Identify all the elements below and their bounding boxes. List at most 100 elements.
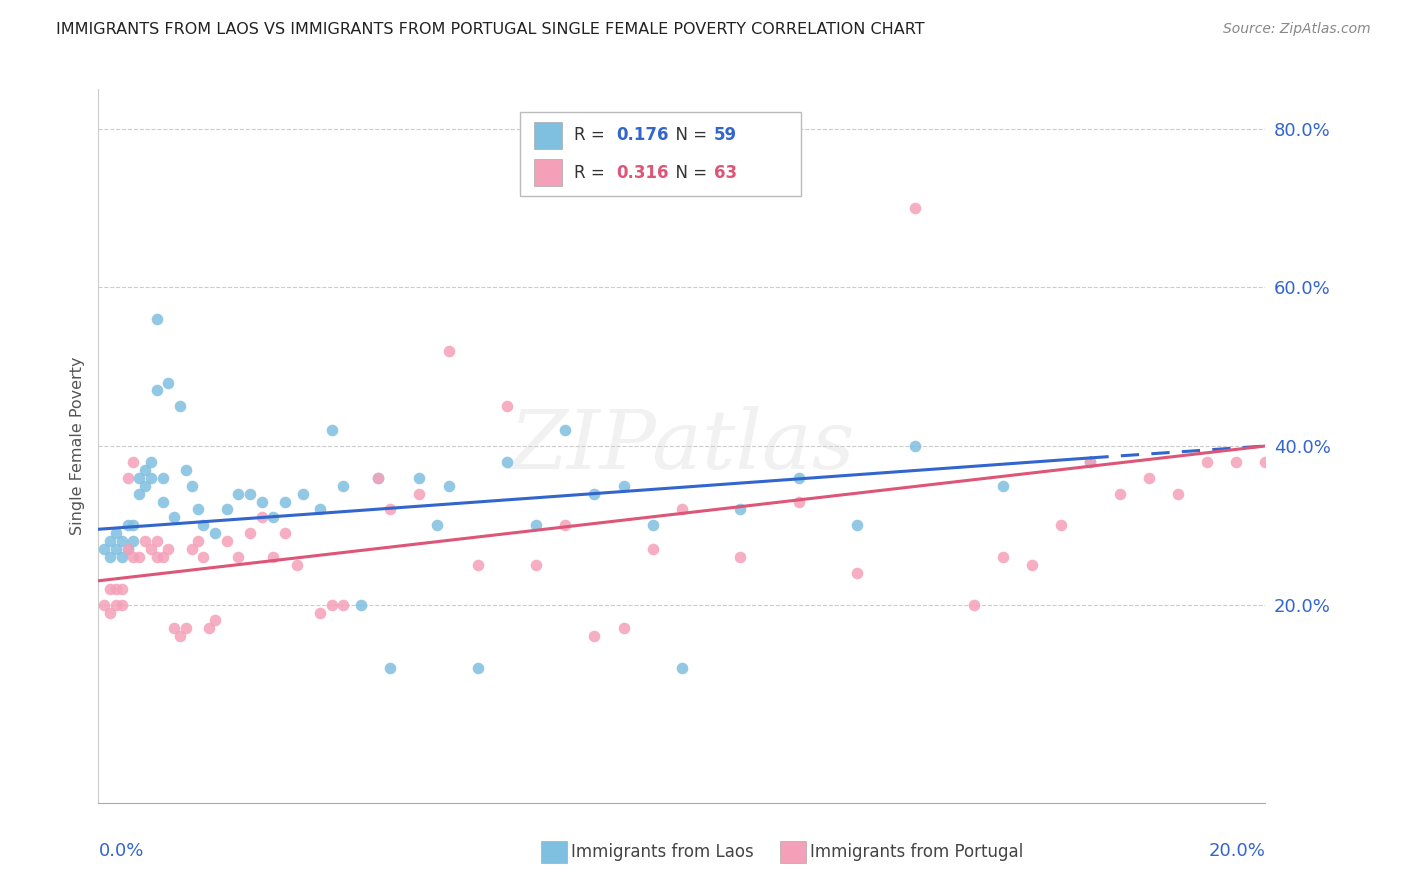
Point [1167,486,1189,500]
Point [98,549,121,564]
Point [991,478,1014,492]
Point [111,582,134,596]
Point [641,542,664,557]
Point [554,423,576,437]
Point [845,518,868,533]
Point [104,582,127,596]
Point [163,510,186,524]
Point [378,502,402,516]
Point [187,534,209,549]
Point [524,558,547,572]
Point [787,471,810,485]
Point [612,621,634,635]
Point [437,478,460,492]
Point [193,518,215,533]
Point [122,518,145,533]
Point [1137,471,1160,485]
Point [1254,455,1277,469]
Point [1080,455,1102,469]
Point [193,549,215,564]
Point [98,534,121,549]
Text: 0.176: 0.176 [616,127,668,145]
Point [262,510,284,524]
Point [128,486,150,500]
Point [228,486,250,500]
Text: 0.316: 0.316 [616,163,668,181]
Point [111,549,134,564]
Point [437,343,460,358]
Point [728,502,751,516]
Point [239,486,262,500]
Point [187,502,209,516]
Point [111,534,134,549]
Point [163,621,186,635]
Point [274,526,297,541]
Point [117,542,139,557]
Point [426,518,449,533]
Point [215,534,238,549]
Point [1108,486,1130,500]
Point [146,312,169,326]
Point [204,526,226,541]
Point [93,542,115,557]
Point [157,376,180,390]
Y-axis label: Single Female Poverty: Single Female Poverty [70,357,86,535]
Point [93,598,115,612]
Point [524,518,547,533]
Point [250,494,273,508]
Point [904,439,927,453]
Point [309,502,332,516]
Point [111,598,134,612]
Point [146,549,169,564]
Point [554,518,576,533]
Point [467,558,489,572]
Point [262,549,284,564]
Point [157,542,180,557]
Point [612,478,634,492]
Point [98,606,121,620]
Point [495,455,517,469]
Point [671,502,693,516]
Text: Source: ZipAtlas.com: Source: ZipAtlas.com [1223,22,1371,37]
Point [128,471,150,485]
Point [122,455,145,469]
Point [174,463,197,477]
Point [467,661,489,675]
Point [104,526,127,541]
Point [904,201,927,215]
Point [169,629,191,643]
Point [98,582,121,596]
Point [367,471,389,485]
Point [180,542,202,557]
Point [991,549,1014,564]
Point [583,486,606,500]
Point [134,534,156,549]
Text: IMMIGRANTS FROM LAOS VS IMMIGRANTS FROM PORTUGAL SINGLE FEMALE POVERTY CORRELATI: IMMIGRANTS FROM LAOS VS IMMIGRANTS FROM … [56,22,925,37]
Text: R =: R = [574,127,610,145]
Text: Immigrants from Portugal: Immigrants from Portugal [810,843,1024,861]
Point [117,471,139,485]
Point [321,598,343,612]
Point [728,549,751,564]
Point [239,526,262,541]
Point [139,455,162,469]
Point [169,400,191,414]
Point [134,478,156,492]
Point [198,621,221,635]
Text: 59: 59 [714,127,737,145]
Text: ZIPatlas: ZIPatlas [509,406,855,486]
Point [845,566,868,580]
Point [152,471,174,485]
Point [228,549,250,564]
Point [367,471,389,485]
Text: 63: 63 [714,163,737,181]
Point [332,478,354,492]
Point [285,558,308,572]
Point [1225,455,1247,469]
Point [309,606,332,620]
Point [495,400,517,414]
Point [641,518,664,533]
Point [139,471,162,485]
Point [291,486,314,500]
Point [250,510,273,524]
